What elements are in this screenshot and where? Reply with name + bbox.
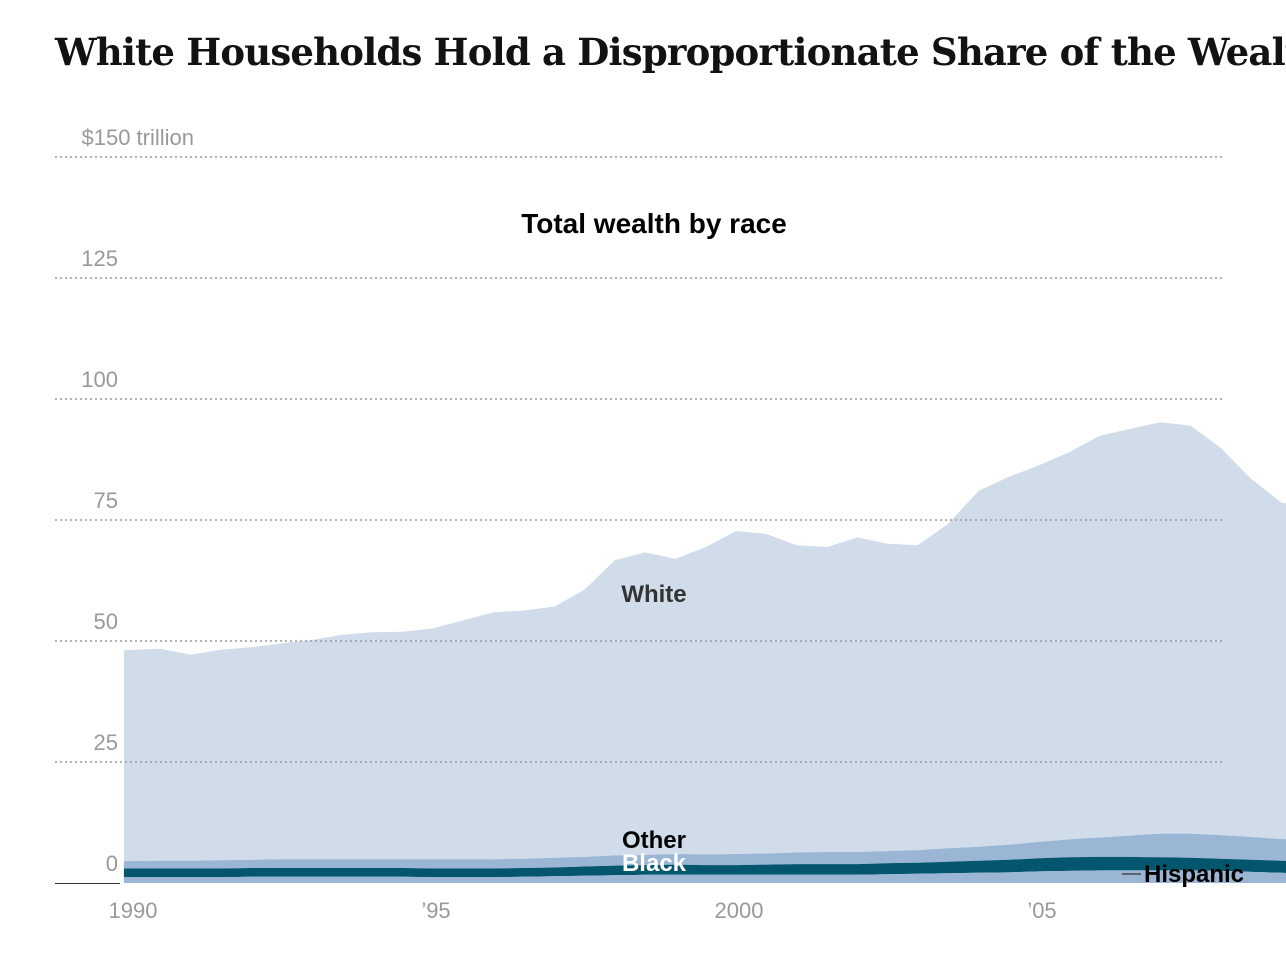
gridlines: [55, 156, 1225, 884]
series-label-white: White: [621, 581, 686, 608]
area-hispanic: [123, 870, 1286, 883]
y-tick-label: 50: [94, 609, 118, 634]
area-layer: [123, 422, 1286, 883]
series-label-black: Black: [622, 850, 687, 877]
page-title: White Households Hold a Disproportionate…: [55, 30, 1286, 74]
y-tick-label: 100: [81, 367, 118, 392]
x-tick-label: 1990: [109, 898, 158, 923]
series-label-other: Other: [622, 827, 686, 854]
area-other: [123, 833, 1286, 869]
area-black: [123, 856, 1286, 878]
y-tick-label: 0: [106, 851, 118, 876]
y-tick-label: 75: [94, 488, 118, 513]
chart-title: Total wealth by race: [521, 208, 787, 239]
y-tick-label: 125: [81, 246, 118, 271]
y-tick-label: $150 trillion: [81, 125, 194, 150]
x-tick-label: 2000: [715, 898, 764, 923]
x-tick-label: ’95: [421, 898, 450, 923]
y-axis-ticks: $150 trillion 125 100 75 50 25 0: [81, 125, 194, 876]
series-label-hispanic: Hispanic: [1144, 861, 1244, 888]
y-tick-label: 25: [94, 730, 118, 755]
area-white: [123, 422, 1286, 862]
x-tick-label: ’05: [1027, 898, 1056, 923]
